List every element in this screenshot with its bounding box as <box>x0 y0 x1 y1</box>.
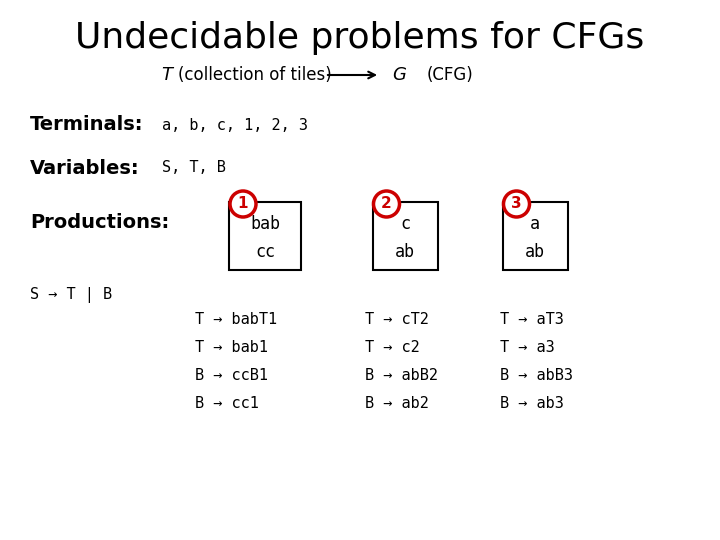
Text: Terminals:: Terminals: <box>30 116 143 134</box>
Text: Variables:: Variables: <box>30 159 140 178</box>
Text: B → ab2: B → ab2 <box>365 396 429 411</box>
Text: ab: ab <box>525 243 545 261</box>
Text: 1: 1 <box>238 197 248 212</box>
Text: $G$: $G$ <box>392 66 408 84</box>
Text: 3: 3 <box>511 197 522 212</box>
Text: cc: cc <box>255 243 275 261</box>
Text: B → abB3: B → abB3 <box>500 368 573 383</box>
Bar <box>503 202 567 270</box>
Text: bab: bab <box>250 215 280 233</box>
Text: a: a <box>530 215 540 233</box>
Text: B → cc1: B → cc1 <box>195 396 259 411</box>
Text: a, b, c, 1, 2, 3: a, b, c, 1, 2, 3 <box>162 118 308 132</box>
Text: $T$: $T$ <box>161 66 175 84</box>
Bar <box>372 202 438 270</box>
Circle shape <box>374 191 400 217</box>
Bar <box>229 202 301 270</box>
Text: 2: 2 <box>381 197 392 212</box>
Text: T → aT3: T → aT3 <box>500 313 564 327</box>
Text: S, T, B: S, T, B <box>162 160 226 176</box>
Text: T → bab1: T → bab1 <box>195 341 268 355</box>
Text: T → babT1: T → babT1 <box>195 313 277 327</box>
Text: Undecidable problems for CFGs: Undecidable problems for CFGs <box>76 21 644 55</box>
Text: (CFG): (CFG) <box>427 66 473 84</box>
Text: ab: ab <box>395 243 415 261</box>
Text: T → c2: T → c2 <box>365 341 420 355</box>
Text: c: c <box>400 215 410 233</box>
Text: B → abB2: B → abB2 <box>365 368 438 383</box>
Text: T → a3: T → a3 <box>500 341 554 355</box>
Text: B → ccB1: B → ccB1 <box>195 368 268 383</box>
Text: Productions:: Productions: <box>30 213 169 232</box>
Circle shape <box>230 191 256 217</box>
Text: T → cT2: T → cT2 <box>365 313 429 327</box>
Text: (collection of tiles): (collection of tiles) <box>178 66 332 84</box>
Text: S → T | B: S → T | B <box>30 287 112 303</box>
Text: B → ab3: B → ab3 <box>500 396 564 411</box>
Circle shape <box>503 191 529 217</box>
